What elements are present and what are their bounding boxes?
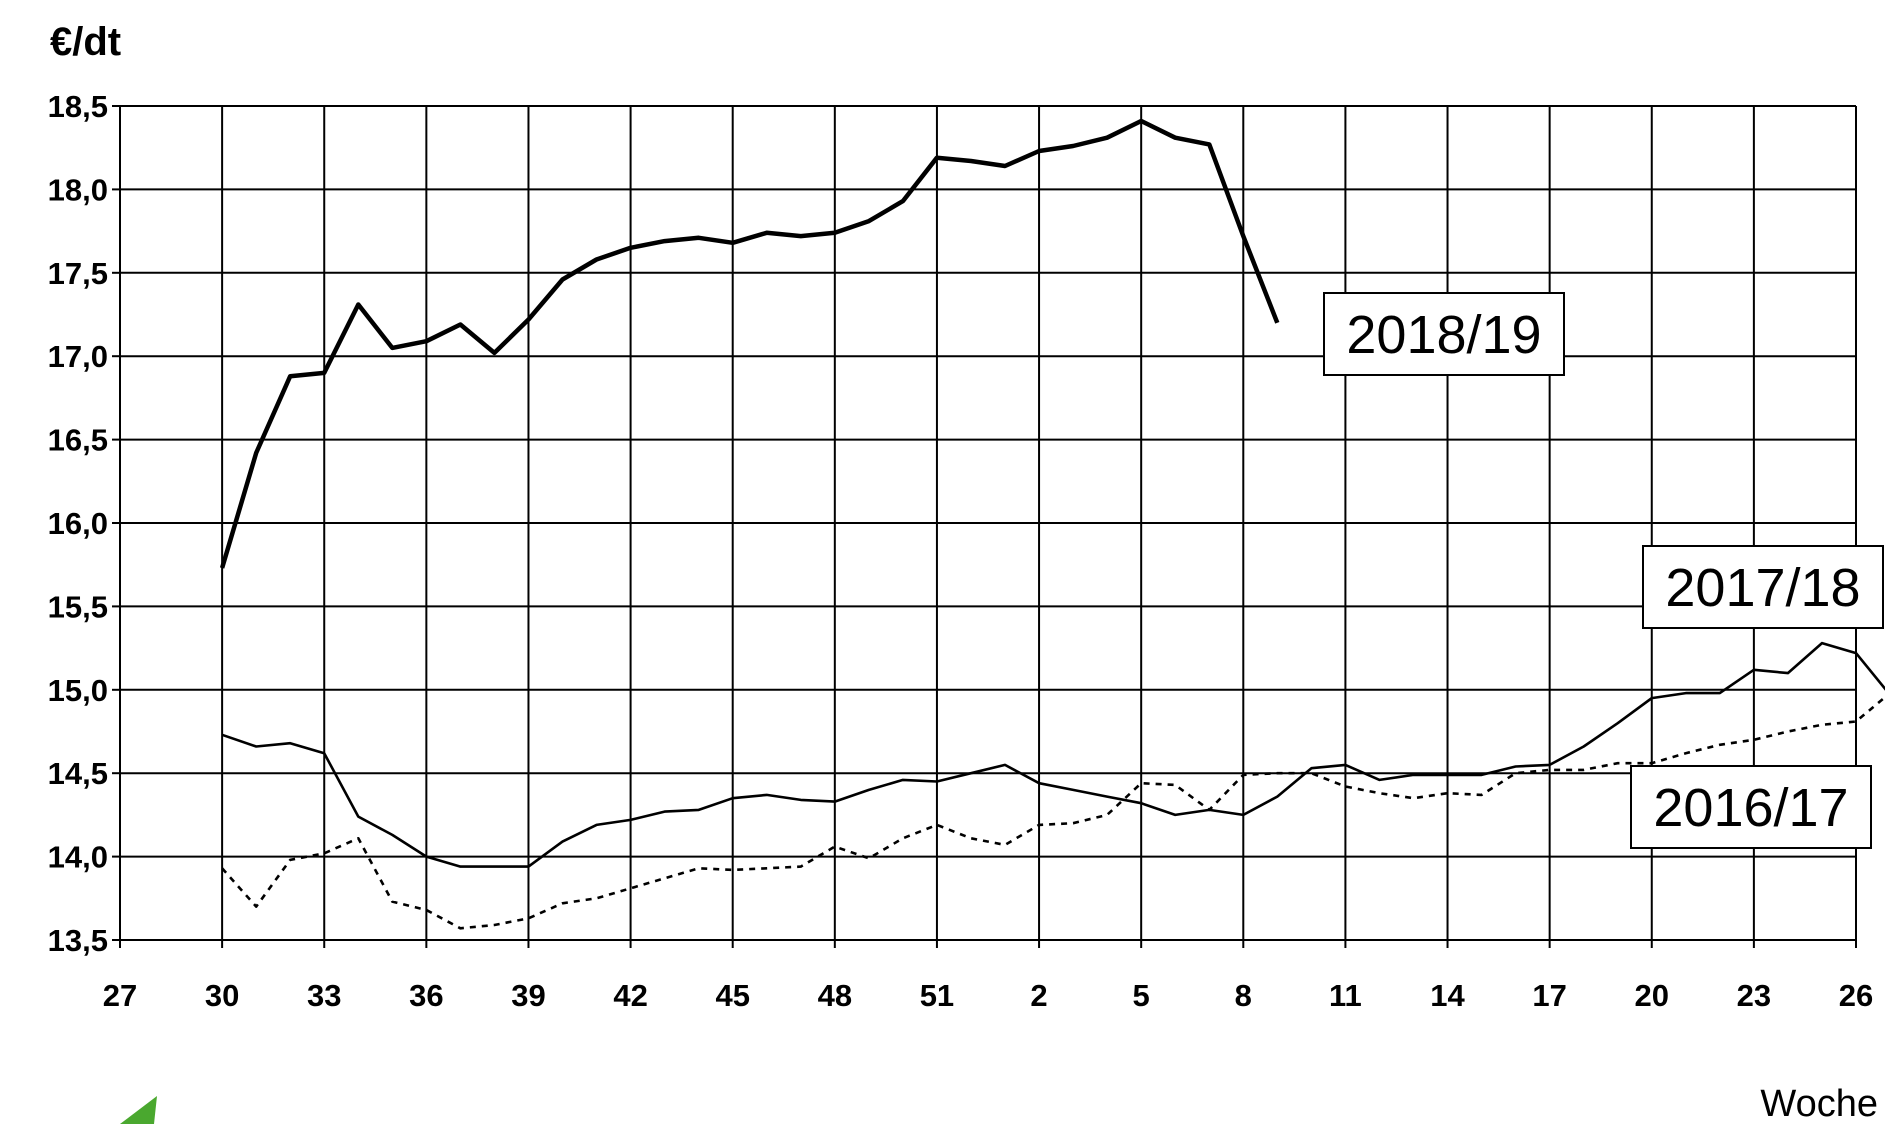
x-tick-label: 51 xyxy=(920,978,954,1013)
x-tick-label: 11 xyxy=(1329,978,1362,1013)
y-tick-label: 16,0 xyxy=(48,506,108,541)
x-tick-label: 23 xyxy=(1737,978,1771,1013)
x-tick-label: 8 xyxy=(1235,978,1252,1013)
x-tick-label: 42 xyxy=(613,978,647,1013)
series-label-box-2016-17 xyxy=(1630,765,1872,849)
series-group xyxy=(219,118,1885,930)
series-label-2018-19: 2018/19 xyxy=(1346,305,1541,365)
axis-ticks: 13,5 14,0 14,5 15,0 15,5 16,0 16,5 17,0 17,5 18,0… xyxy=(48,89,1874,1013)
y-tick-label: 15,0 xyxy=(48,673,108,708)
x-tick-label: 20 xyxy=(1635,978,1669,1013)
x-tick-label: 33 xyxy=(307,978,341,1013)
x-tick-label: 39 xyxy=(511,978,545,1013)
y-tick-label: 13,5 xyxy=(48,923,108,958)
x-tick-label: 30 xyxy=(205,978,239,1013)
y-tick-label: 17,5 xyxy=(48,256,108,291)
series-label-2017-18: 2017/18 xyxy=(1665,558,1860,618)
x-tick-label: 26 xyxy=(1839,978,1873,1013)
x-tick-label: 2 xyxy=(1030,978,1047,1013)
series-label-2016-17: 2016/17 xyxy=(1653,778,1848,838)
series-label-box-2018-19 xyxy=(1323,292,1565,376)
x-tick-label: 27 xyxy=(103,978,137,1013)
y-tick-label: 14,5 xyxy=(48,756,108,791)
y-tick-label: 16,5 xyxy=(48,423,108,458)
x-tick-label: 48 xyxy=(818,978,852,1013)
y-tick-label: 14,0 xyxy=(48,840,108,875)
y-tick-label: 17,0 xyxy=(48,339,108,374)
y-tick-label: 18,5 xyxy=(48,89,108,124)
y-tick-label: 18,0 xyxy=(48,172,108,207)
x-tick-label: 36 xyxy=(409,978,443,1013)
y-axis-label: €/dt xyxy=(50,20,121,64)
x-tick-label: 45 xyxy=(715,978,749,1013)
x-tick-label: 14 xyxy=(1430,978,1465,1013)
x-tick-label: 5 xyxy=(1133,978,1150,1013)
logo-mark xyxy=(120,1096,157,1124)
x-axis-label: Woche xyxy=(1760,1083,1878,1124)
y-tick-label: 15,5 xyxy=(48,589,108,624)
x-tick-label: 17 xyxy=(1532,978,1566,1013)
series-line-2017-18 xyxy=(221,641,1885,868)
series-label-box-2017-18 xyxy=(1642,545,1884,629)
grid-lines xyxy=(119,105,1857,941)
series-line-2018-19 xyxy=(219,118,1280,569)
series-labels: 2018/19 2017/18 2016/17 xyxy=(1323,292,1884,849)
